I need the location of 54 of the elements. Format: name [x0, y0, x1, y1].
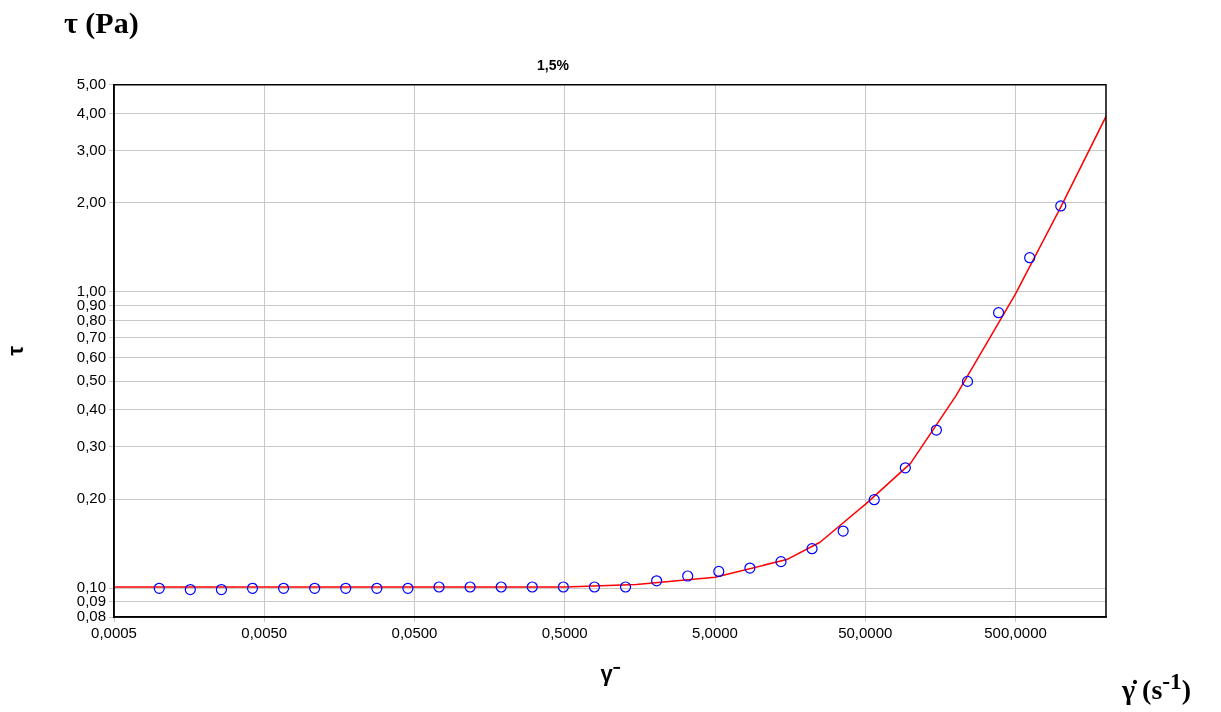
text: γ̇ (s$^{-1}$) — [1122, 668, 1192, 707]
point — [309, 582, 321, 594]
x-tick-label: 500,0000 — [984, 624, 1047, 642]
point — [619, 581, 632, 593]
point — [899, 462, 911, 474]
point — [277, 582, 290, 594]
y-tick-label: 0,80 — [76, 310, 106, 328]
point — [246, 582, 259, 594]
point — [744, 562, 756, 574]
y-tick-label: 0,08 — [76, 607, 106, 625]
y-tick-label: 0,70 — [76, 327, 106, 345]
point — [961, 375, 974, 387]
x-axis-title: γ⁻ — [600, 660, 621, 686]
y-tick-label: 5,00 — [76, 74, 106, 92]
point — [371, 582, 383, 594]
point — [992, 307, 1005, 319]
x-tick-label: 50,0000 — [838, 624, 893, 642]
point — [184, 583, 196, 596]
chart-title: 1,5% — [537, 57, 570, 74]
y-tick-label: 4,00 — [76, 103, 106, 121]
y-tick-label: 0,20 — [76, 489, 106, 507]
point — [153, 582, 165, 594]
point — [433, 581, 445, 593]
x-tick-label: 0,0500 — [391, 624, 438, 642]
y-tick-label: 0,40 — [76, 400, 106, 417]
point — [557, 581, 569, 593]
y-tick-label: 0,30 — [76, 437, 106, 455]
point — [713, 565, 725, 578]
point — [1024, 252, 1036, 264]
point — [868, 494, 880, 506]
x-tick-label: 5,0000 — [692, 624, 738, 642]
point — [775, 556, 787, 568]
y-tick-label: 0,50 — [76, 371, 106, 389]
y-tick-label: 2,00 — [76, 192, 106, 210]
point — [682, 570, 694, 582]
point — [651, 575, 663, 587]
x-tick-label: 0,5000 — [541, 624, 588, 642]
point — [215, 583, 228, 596]
x-tick-label: 0,0050 — [241, 624, 288, 642]
y-tick-label: 3,00 — [76, 140, 106, 158]
point — [526, 581, 538, 593]
point — [588, 581, 601, 593]
point — [1055, 200, 1067, 212]
point — [495, 581, 507, 593]
x-tick-label: 0,0005 — [91, 624, 137, 642]
point — [340, 582, 352, 594]
point — [837, 525, 849, 537]
point — [806, 543, 818, 555]
y-axis-title: τ — [3, 345, 29, 356]
point — [464, 581, 476, 593]
point — [930, 424, 942, 436]
point — [402, 582, 414, 594]
y-tick-label: 0,60 — [76, 347, 106, 365]
text: τ (Pa) — [64, 6, 139, 40]
